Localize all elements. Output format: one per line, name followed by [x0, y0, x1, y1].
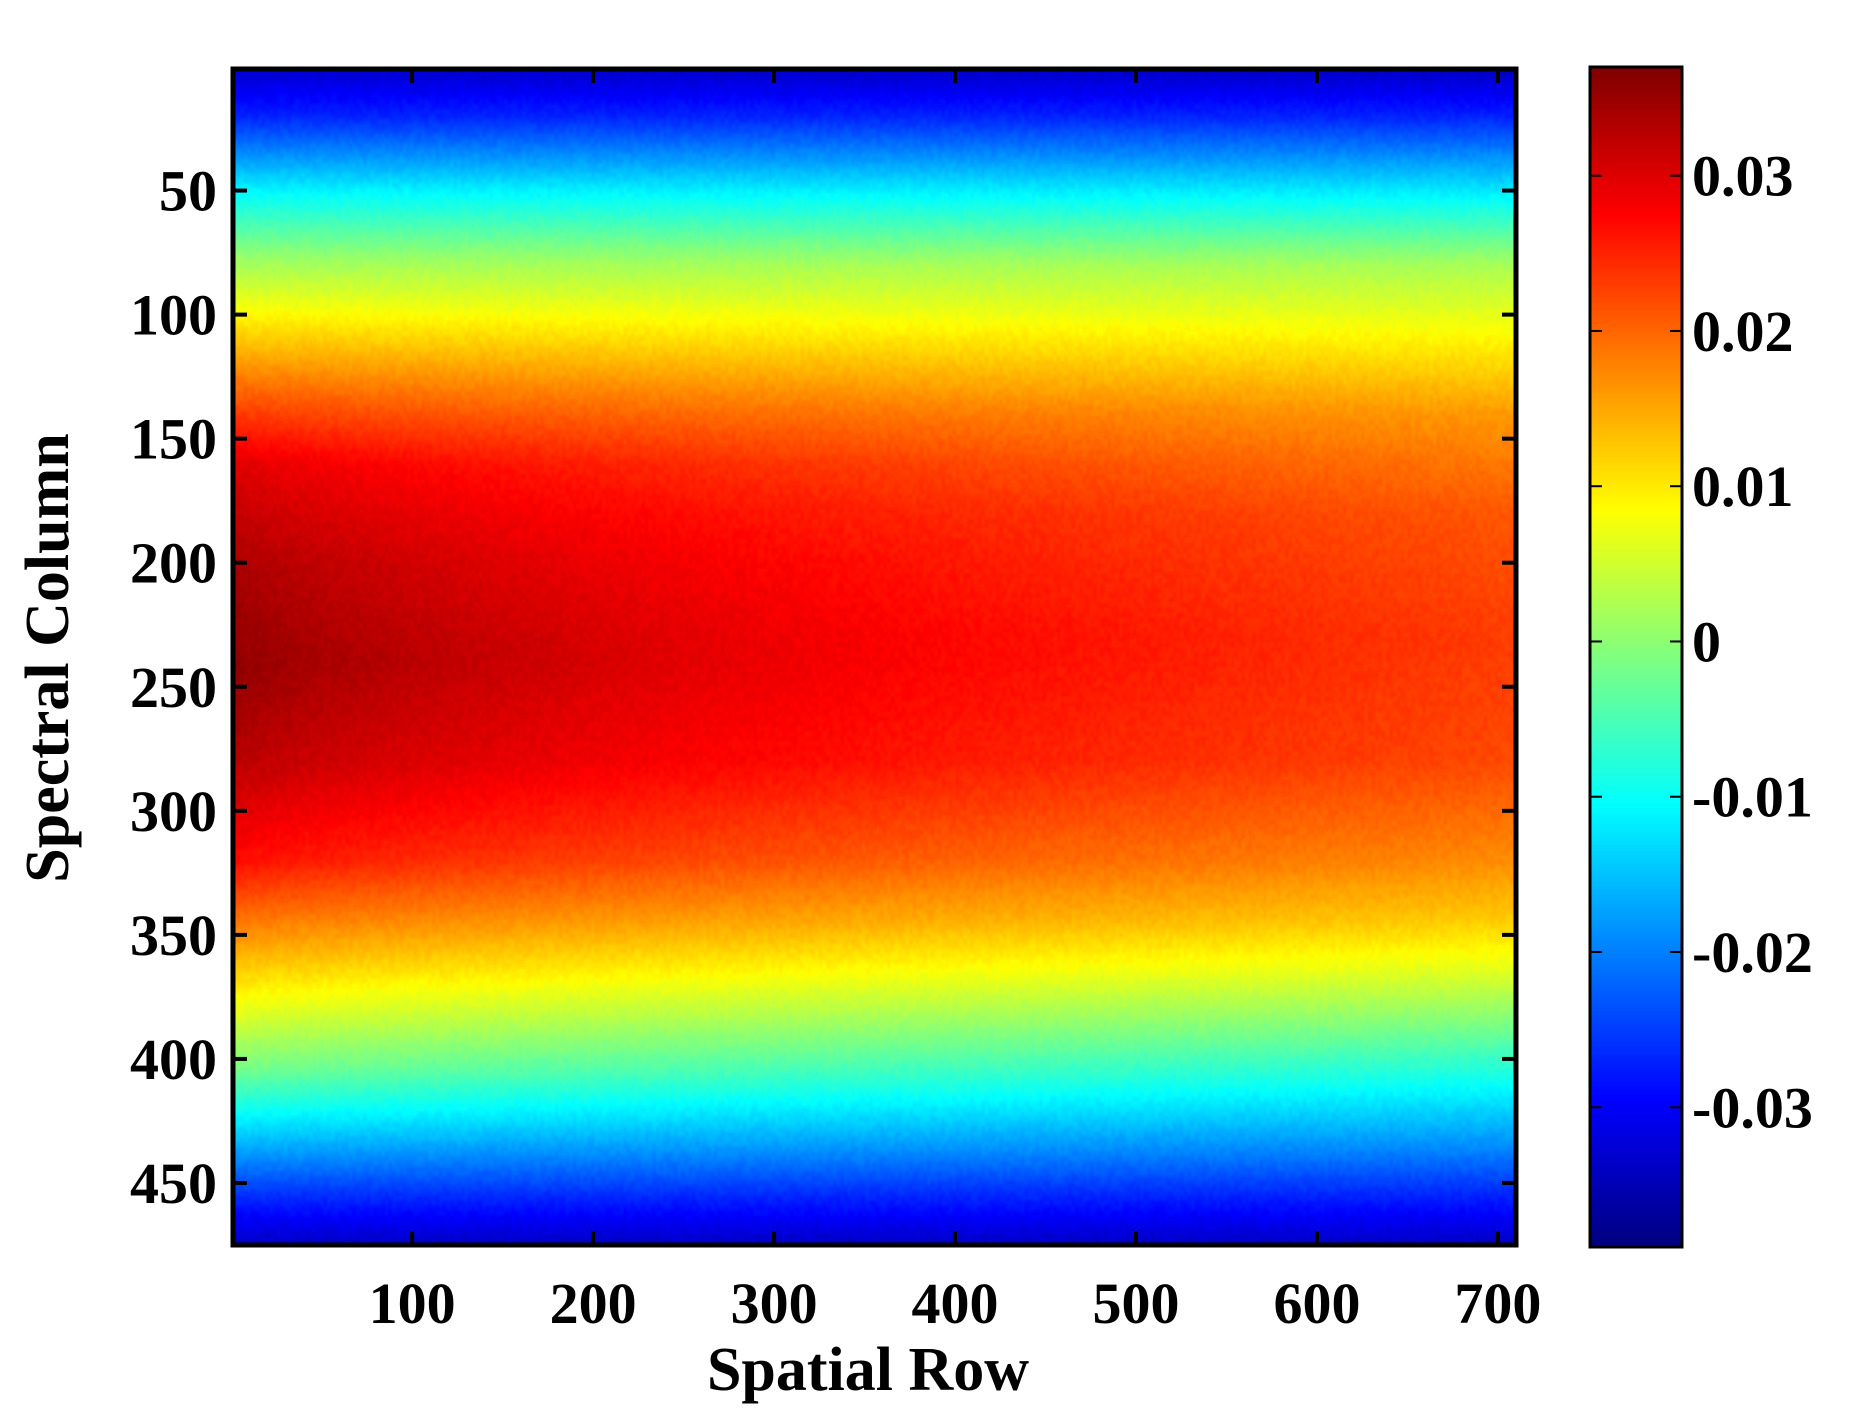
y-tick-label: 450 — [130, 1151, 217, 1216]
colorbar-tick-label: -0.02 — [1692, 920, 1813, 985]
y-tick-label: 300 — [130, 779, 217, 844]
x-tick-label: 400 — [912, 1271, 999, 1336]
colorbar-tick-label: -0.01 — [1692, 765, 1813, 830]
y-tick-label: 50 — [159, 159, 217, 224]
colorbar-tick-label: 0 — [1692, 609, 1721, 674]
x-axis-ticks: 100 200 300 400 500 600 700 — [369, 69, 1541, 1336]
heatmap-image — [233, 69, 1516, 1245]
colorbar-frame — [1588, 65, 1684, 1249]
colorbar-tick-label: 0.02 — [1692, 299, 1794, 364]
y-tick-label: 350 — [130, 903, 217, 968]
x-tick-label: 700 — [1454, 1271, 1541, 1336]
y-axis-ticks: 50 100 150 200 250 300 350 400 450 — [130, 159, 1516, 1216]
y-tick-label: 250 — [130, 655, 217, 720]
colorbar-tick-label: -0.03 — [1692, 1075, 1813, 1140]
y-tick-label: 400 — [130, 1027, 217, 1092]
y-axis-label: Spectral Column — [14, 433, 82, 883]
colorbar: 0.03 0.02 0.01 0 -0.01 -0.02 -0.03 — [1588, 65, 1813, 1249]
y-tick-label: 150 — [130, 407, 217, 472]
x-tick-label: 300 — [731, 1271, 818, 1336]
x-tick-label: 200 — [550, 1271, 637, 1336]
colorbar-tick-label: 0.01 — [1692, 454, 1794, 519]
colorbar-tick-label: 0.03 — [1692, 144, 1794, 209]
heatmap-plot-area: 100 200 300 400 500 600 700 50 100 150 200 250 300 3… — [130, 66, 1541, 1336]
x-tick-label: 100 — [369, 1271, 456, 1336]
x-tick-label: 500 — [1092, 1271, 1179, 1336]
colorbar-gradient — [1590, 67, 1682, 1247]
y-tick-label: 100 — [130, 283, 217, 348]
plot-frame — [230, 66, 1519, 1248]
y-tick-label: 200 — [130, 531, 217, 596]
x-axis-label: Spatial Row — [707, 1336, 1029, 1404]
colorbar-ticks: 0.03 0.02 0.01 0 -0.01 -0.02 -0.03 — [1590, 144, 1813, 1140]
x-tick-label: 600 — [1273, 1271, 1360, 1336]
